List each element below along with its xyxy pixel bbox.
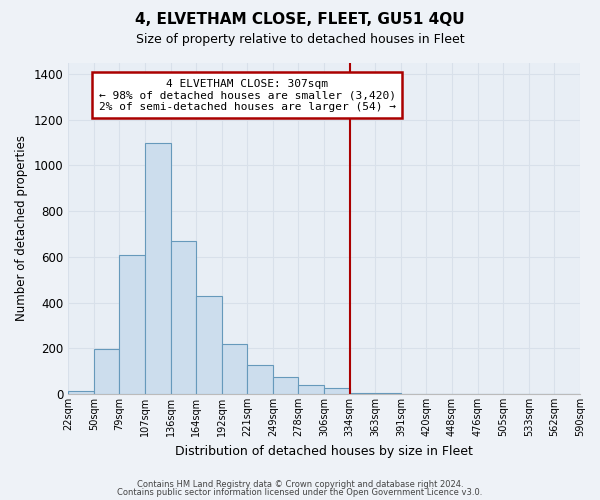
Text: Size of property relative to detached houses in Fleet: Size of property relative to detached ho… xyxy=(136,32,464,46)
Text: 4, ELVETHAM CLOSE, FLEET, GU51 4QU: 4, ELVETHAM CLOSE, FLEET, GU51 4QU xyxy=(135,12,465,28)
Bar xyxy=(350,393,375,394)
Bar xyxy=(170,241,196,394)
Bar xyxy=(324,388,350,394)
Bar xyxy=(68,390,94,394)
Bar xyxy=(94,350,119,394)
Y-axis label: Number of detached properties: Number of detached properties xyxy=(15,136,28,322)
Text: Contains HM Land Registry data © Crown copyright and database right 2024.: Contains HM Land Registry data © Crown c… xyxy=(137,480,463,489)
Bar xyxy=(145,142,170,394)
Bar xyxy=(247,366,273,394)
Bar xyxy=(119,254,145,394)
Bar xyxy=(273,377,298,394)
Bar xyxy=(222,344,247,394)
Bar xyxy=(196,296,222,394)
Bar xyxy=(298,385,324,394)
Text: Contains public sector information licensed under the Open Government Licence v3: Contains public sector information licen… xyxy=(118,488,482,497)
Text: 4 ELVETHAM CLOSE: 307sqm
← 98% of detached houses are smaller (3,420)
2% of semi: 4 ELVETHAM CLOSE: 307sqm ← 98% of detach… xyxy=(99,78,396,112)
X-axis label: Distribution of detached houses by size in Fleet: Distribution of detached houses by size … xyxy=(175,444,473,458)
